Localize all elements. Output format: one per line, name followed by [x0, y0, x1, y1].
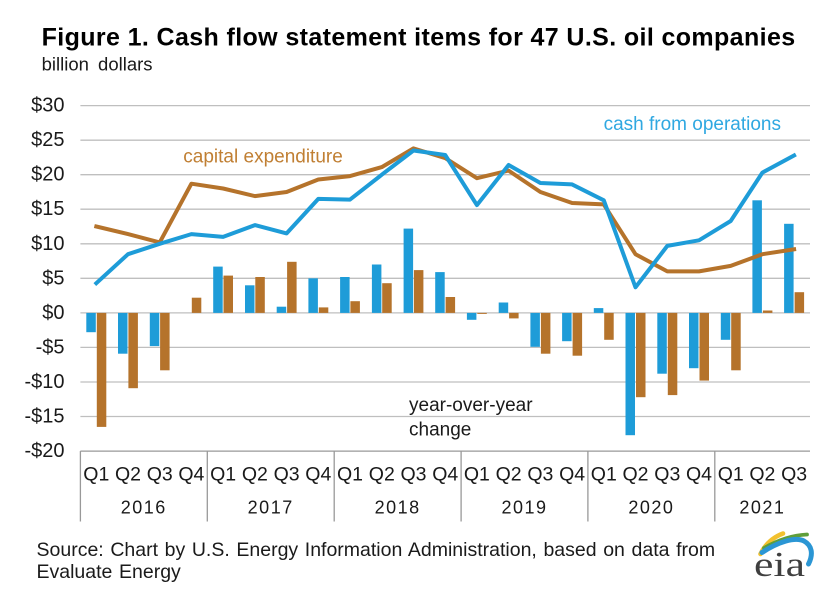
svg-text:Q3: Q3: [400, 464, 426, 486]
svg-text:Q3: Q3: [527, 464, 553, 486]
svg-text:-$10: -$10: [24, 371, 64, 393]
svg-text:Q3: Q3: [147, 464, 173, 486]
svg-text:Q4: Q4: [432, 464, 458, 486]
svg-text:Q4: Q4: [686, 464, 712, 486]
svg-text:Q1: Q1: [337, 464, 363, 486]
svg-text:Q2: Q2: [749, 464, 775, 486]
svg-text:$5: $5: [42, 267, 64, 289]
svg-text:Q3: Q3: [781, 464, 807, 486]
svg-text:cash from operations: cash from operations: [604, 114, 781, 135]
svg-text:-$15: -$15: [24, 406, 64, 428]
svg-text:Q2: Q2: [622, 464, 648, 486]
svg-text:Q1: Q1: [210, 464, 236, 486]
svg-text:-$5: -$5: [36, 336, 65, 358]
svg-text:eia: eia: [754, 545, 806, 584]
svg-text:Q4: Q4: [305, 464, 331, 486]
svg-text:2020: 2020: [628, 497, 674, 517]
svg-text:$0: $0: [42, 302, 64, 324]
svg-text:Q1: Q1: [591, 464, 617, 486]
svg-text:Evaluate Energy: Evaluate Energy: [37, 561, 182, 583]
svg-text:billion dollars: billion dollars: [42, 53, 153, 74]
svg-text:$15: $15: [31, 198, 64, 220]
svg-text:$30: $30: [31, 95, 64, 117]
svg-text:Q4: Q4: [178, 464, 204, 486]
svg-text:Figure 1. Cash flow statement: Figure 1. Cash flow statement items for …: [42, 24, 796, 52]
svg-text:Q3: Q3: [274, 464, 300, 486]
svg-text:change: change: [409, 419, 471, 440]
svg-text:$10: $10: [31, 233, 64, 255]
svg-text:2017: 2017: [248, 497, 294, 517]
svg-text:Q1: Q1: [464, 464, 490, 486]
svg-text:2021: 2021: [739, 497, 785, 517]
svg-text:Q2: Q2: [115, 464, 141, 486]
svg-text:2019: 2019: [501, 497, 547, 517]
svg-text:Q3: Q3: [654, 464, 680, 486]
svg-text:Q2: Q2: [369, 464, 395, 486]
svg-text:Q1: Q1: [718, 464, 744, 486]
svg-text:capital expenditure: capital expenditure: [183, 146, 342, 167]
svg-text:2016: 2016: [121, 497, 167, 517]
svg-text:Q4: Q4: [559, 464, 585, 486]
svg-text:2018: 2018: [375, 497, 421, 517]
svg-text:Q2: Q2: [496, 464, 522, 486]
svg-text:$20: $20: [31, 164, 64, 186]
svg-text:Source: Chart by U.S. Energy I: Source: Chart by U.S. Energy Information…: [37, 539, 716, 561]
svg-text:-$20: -$20: [24, 440, 64, 462]
svg-text:year-over-year: year-over-year: [409, 395, 533, 416]
svg-text:Q1: Q1: [83, 464, 109, 486]
svg-text:Q2: Q2: [242, 464, 268, 486]
svg-text:$25: $25: [31, 129, 64, 151]
